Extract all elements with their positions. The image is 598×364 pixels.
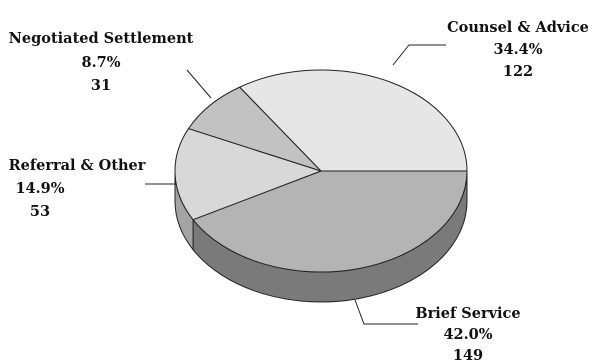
leader-counsel-advice [392, 44, 446, 66]
label-brief-service-name: Brief Service [415, 305, 520, 322]
label-brief-service-percent: 42.0% [443, 326, 492, 343]
label-negotiated-settlement-name: Negotiated Settlement [9, 30, 194, 47]
pie-slices [174, 69, 468, 273]
label-counsel-advice-name: Counsel & Advice [447, 19, 589, 36]
label-referral-other-name: Referral & Other [9, 157, 146, 174]
leader-brief-service [354, 299, 418, 325]
label-referral-other-percent: 14.9% [15, 180, 64, 197]
label-counsel-advice-count: 122 [503, 63, 533, 80]
slice-brief-service [192, 170, 468, 273]
leader-negotiated-settlement [186, 69, 212, 99]
label-referral-other-count: 53 [30, 203, 50, 220]
slice-labels: Counsel & Advice 34.4% 122 Negotiated Se… [9, 19, 589, 364]
leader-lines [145, 44, 446, 325]
label-counsel-advice-percent: 34.4% [493, 41, 542, 58]
label-negotiated-settlement-percent: 8.7% [81, 54, 120, 71]
label-negotiated-settlement-count: 31 [91, 77, 111, 94]
label-brief-service-count: 149 [453, 347, 483, 364]
slice-counsel-advice [238, 69, 468, 172]
slice-referral-other [174, 127, 323, 221]
